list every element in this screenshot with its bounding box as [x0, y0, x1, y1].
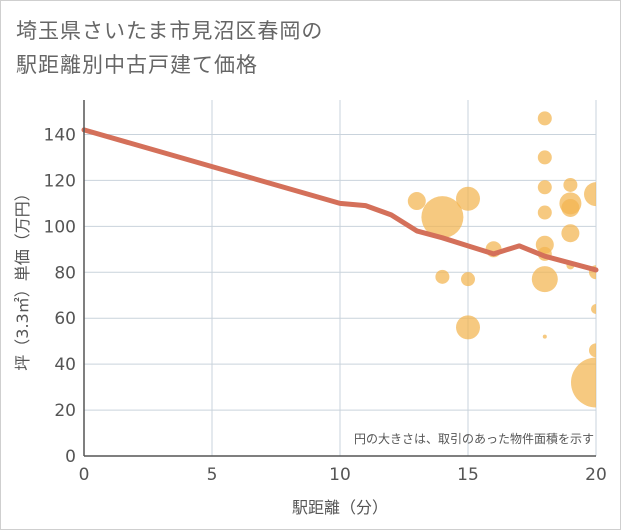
y-tick-label: 120 — [44, 171, 76, 191]
bubble-point — [561, 198, 580, 217]
y-tick-label: 100 — [44, 217, 76, 237]
x-tick-label: 0 — [79, 465, 90, 485]
bubble-point — [537, 205, 552, 220]
bubble-point — [435, 269, 450, 284]
bubble-point — [537, 150, 552, 165]
y-tick-label: 60 — [54, 309, 76, 329]
y-tick-label: 80 — [54, 263, 76, 283]
bubble-point — [542, 334, 547, 339]
bubble-point — [584, 182, 596, 207]
chart-title-line-1: 埼玉県さいたま市見沼区春岡の — [16, 19, 324, 43]
bubble-point — [407, 192, 426, 211]
bubble-point — [461, 272, 475, 287]
x-tick-label: 20 — [585, 465, 607, 485]
bubble-size-note: 円の大きさは、取引のあった物件面積を示す — [354, 431, 594, 446]
bubble-point — [421, 196, 464, 239]
bubble-point — [561, 224, 580, 243]
y-tick-label: 140 — [44, 125, 76, 145]
bubble-point — [589, 343, 596, 358]
y-tick-label: 20 — [54, 401, 76, 421]
x-tick-label: 10 — [329, 465, 351, 485]
bubble-point — [591, 304, 596, 315]
chart-title: 埼玉県さいたま市見沼区春岡の 駅距離別中古戸建て価格 — [16, 14, 323, 82]
x-axis-label: 駅距離（分） — [292, 498, 388, 517]
y-axis-label: 坪（3.3㎡）単価（万円） — [13, 185, 32, 370]
trend-line-group — [81, 127, 599, 273]
y-tick-label: 40 — [54, 355, 76, 375]
bubble-point — [537, 180, 552, 195]
axes — [83, 100, 596, 457]
grid-lines — [84, 100, 597, 456]
bubble-point — [456, 315, 480, 340]
bubble-point — [456, 186, 480, 211]
trend-line — [81, 127, 599, 273]
x-tick-label: 15 — [457, 465, 479, 485]
bubble-series — [407, 111, 596, 408]
bubble-point — [563, 177, 578, 192]
y-tick-label: 0 — [65, 447, 76, 467]
bubble-point — [531, 266, 558, 293]
bubble-point — [537, 111, 552, 126]
bubble-point — [571, 357, 596, 408]
chart-title-line-2: 駅距離別中古戸建て価格 — [16, 53, 258, 77]
tick-labels: 0 20 40 60 80 100 120 140 0 5 10 15 20 — [44, 125, 607, 485]
x-tick-label: 5 — [207, 465, 218, 485]
